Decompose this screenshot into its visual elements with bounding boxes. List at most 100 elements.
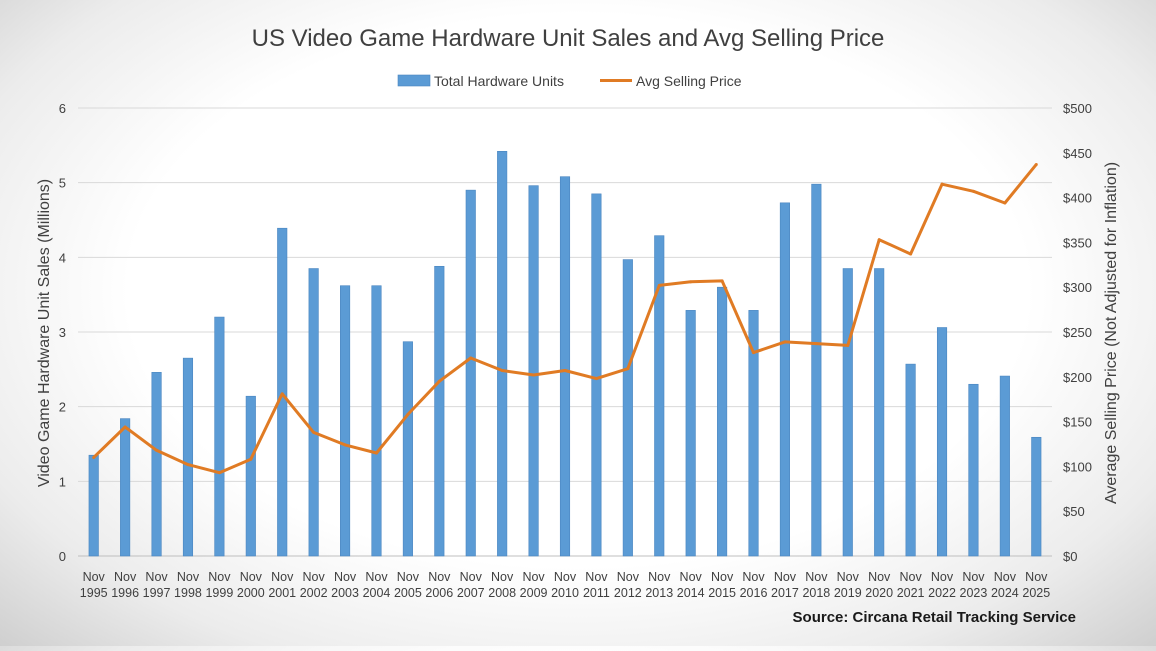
x-label-month: Nov	[1025, 570, 1048, 584]
right-tick-label: $150	[1063, 415, 1092, 430]
bar-2001	[277, 227, 288, 557]
bar-2022	[936, 327, 948, 557]
bar-2014	[685, 310, 696, 557]
bar-2017	[779, 202, 790, 557]
x-label-month: Nov	[680, 570, 703, 584]
price-point-2012	[626, 367, 630, 371]
x-label-month: Nov	[648, 570, 671, 584]
bar-1998	[182, 357, 194, 557]
y-axis-right-label: Average Selling Price (Not Adjusted for …	[1103, 162, 1120, 504]
x-label-month: Nov	[554, 570, 577, 584]
x-label-month: Nov	[522, 570, 545, 584]
x-label-year: 2011	[583, 586, 610, 600]
x-label-year: 2014	[677, 586, 705, 600]
x-label-month: Nov	[460, 570, 483, 584]
bar-1995	[88, 454, 99, 557]
price-point-2016	[752, 351, 756, 355]
bar-2005	[402, 341, 413, 557]
x-label-month: Nov	[617, 570, 640, 584]
x-label-year: 2015	[708, 586, 736, 600]
chart-title: US Video Game Hardware Unit Sales and Av…	[252, 25, 885, 52]
x-label-year: 2004	[363, 586, 391, 600]
x-label-year: 2003	[331, 586, 359, 600]
right-tick-label: $100	[1063, 459, 1092, 474]
x-label-year: 2020	[865, 586, 893, 600]
price-point-2015	[720, 279, 724, 283]
x-label-year: 1998	[174, 586, 202, 600]
right-tick-label: $450	[1063, 146, 1092, 161]
price-point-1995	[92, 455, 96, 459]
price-point-2009	[532, 373, 536, 377]
x-label-year: 2008	[488, 586, 516, 600]
bar-2002	[308, 268, 319, 557]
right-tick-label: $0	[1063, 549, 1077, 564]
x-label-month: Nov	[585, 570, 608, 584]
bar-2008	[497, 151, 508, 557]
x-label-month: Nov	[899, 570, 922, 584]
x-label-year: 2016	[740, 586, 768, 600]
x-label-year: 2025	[1022, 586, 1050, 600]
right-tick-label: $350	[1063, 235, 1092, 250]
bar-2003	[340, 285, 351, 557]
bar-2019	[842, 268, 853, 557]
left-tick-label: 1	[59, 474, 66, 489]
x-label-month: Nov	[868, 570, 891, 584]
left-axis-ticks: 0 1 2 3 4 5 6	[59, 101, 66, 564]
left-tick-label: 5	[59, 176, 66, 191]
x-label-year: 2009	[520, 586, 548, 600]
price-point-1997	[155, 448, 159, 452]
x-label-month: Nov	[177, 570, 200, 584]
price-point-2004	[374, 451, 378, 455]
left-tick-label: 0	[59, 549, 66, 564]
x-label-month: Nov	[774, 570, 797, 584]
x-label-month: Nov	[271, 570, 294, 584]
y-axis-left-label: Video Game Hardware Unit Sales (Millions…	[36, 179, 53, 487]
chart-legend: Total Hardware Units Avg Selling Price	[397, 73, 742, 89]
price-point-2003	[343, 443, 347, 447]
bar-1997	[151, 372, 162, 557]
bar-2000	[245, 395, 256, 557]
line-series	[92, 162, 1038, 475]
price-point-2025	[1034, 162, 1038, 166]
right-tick-label: $500	[1063, 101, 1092, 116]
bar-1996	[120, 418, 131, 557]
x-label-year: 2000	[237, 586, 265, 600]
x-label-year: 2018	[802, 586, 830, 600]
bar-2024	[999, 375, 1010, 557]
x-label-month: Nov	[208, 570, 231, 584]
right-tick-label: $250	[1063, 325, 1092, 340]
bar-2021	[905, 363, 916, 557]
price-point-1998	[186, 463, 190, 467]
bar-2018	[811, 183, 822, 557]
x-label-month: Nov	[240, 570, 263, 584]
price-point-1999	[217, 471, 221, 475]
x-label-year: 2001	[268, 586, 296, 600]
left-tick-label: 6	[59, 101, 66, 116]
price-point-2019	[846, 343, 850, 347]
x-label-month: Nov	[334, 570, 357, 584]
x-label-month: Nov	[365, 570, 388, 584]
x-label-year: 1997	[143, 586, 171, 600]
price-point-2006	[437, 379, 441, 383]
bar-2013	[654, 235, 665, 557]
x-label-month: Nov	[145, 570, 168, 584]
legend-bar-swatch	[397, 74, 431, 87]
bar-2020	[874, 268, 885, 557]
x-label-year: 2013	[645, 586, 673, 600]
price-point-2021	[909, 252, 913, 256]
price-point-2022	[940, 182, 944, 186]
bar-2012	[622, 259, 633, 557]
x-label-year: 2012	[614, 586, 642, 600]
bar-series	[88, 151, 1042, 557]
legend-bar-label: Total Hardware Units	[434, 73, 564, 89]
price-point-2018	[814, 342, 818, 346]
x-label-month: Nov	[994, 570, 1017, 584]
x-label-month: Nov	[303, 570, 326, 584]
x-axis-labels: Nov 1995 Nov 1996 Nov 1997 Nov 1998 Nov 1999 Nov 20…	[80, 570, 1050, 600]
x-label-month: Nov	[931, 570, 954, 584]
x-label-year: 2017	[771, 586, 799, 600]
price-point-2013	[657, 283, 661, 287]
x-label-year: 1996	[111, 586, 139, 600]
x-label-month: Nov	[962, 570, 985, 584]
